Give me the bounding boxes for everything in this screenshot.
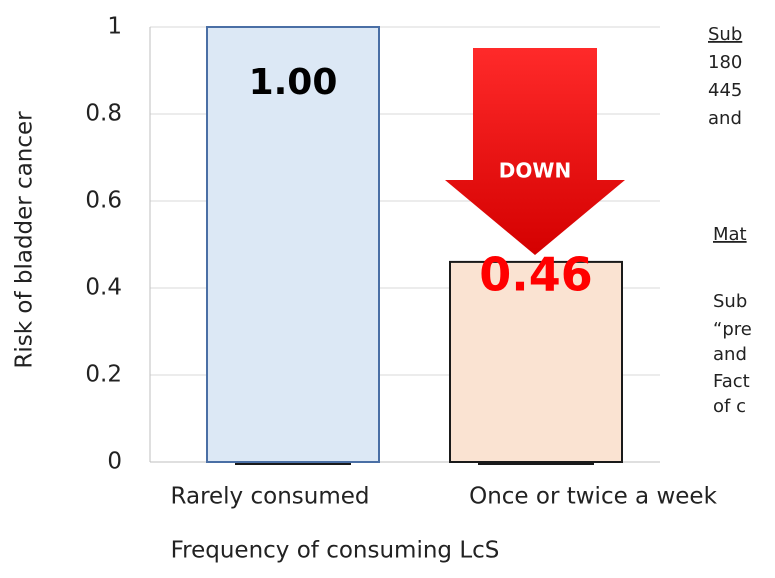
side-note: Mat	[713, 224, 747, 245]
value-label: 0.46	[479, 248, 593, 302]
y-axis-title: Risk of bladder cancer	[12, 111, 38, 369]
y-tick-label: 0.4	[85, 275, 122, 301]
side-note: and	[708, 108, 742, 129]
x-tick-label: Once or twice a week	[469, 484, 717, 510]
down-arrow	[445, 48, 625, 255]
bar	[449, 260, 623, 463]
y-tick-label: 1	[107, 14, 122, 40]
arrow-label: DOWN	[499, 159, 571, 183]
side-note: Sub	[708, 24, 742, 45]
x-axis-title: Frequency of consuming LcS	[171, 538, 500, 564]
side-note: and	[713, 344, 747, 365]
y-tick-label: 0.8	[85, 101, 122, 127]
value-label: 1.00	[249, 62, 338, 103]
side-note: 180	[708, 52, 742, 73]
y-tick-label: 0.6	[85, 188, 122, 214]
x-tick-label: Rarely consumed	[171, 484, 370, 510]
side-note: “pre	[713, 319, 752, 340]
side-note: of c	[713, 396, 746, 417]
side-note: Sub	[713, 291, 747, 312]
y-tick-label: 0	[107, 449, 122, 475]
side-note: 445	[708, 80, 742, 101]
bar	[206, 26, 380, 463]
side-note: Fact	[713, 371, 750, 392]
y-tick-label: 0.2	[85, 362, 122, 388]
